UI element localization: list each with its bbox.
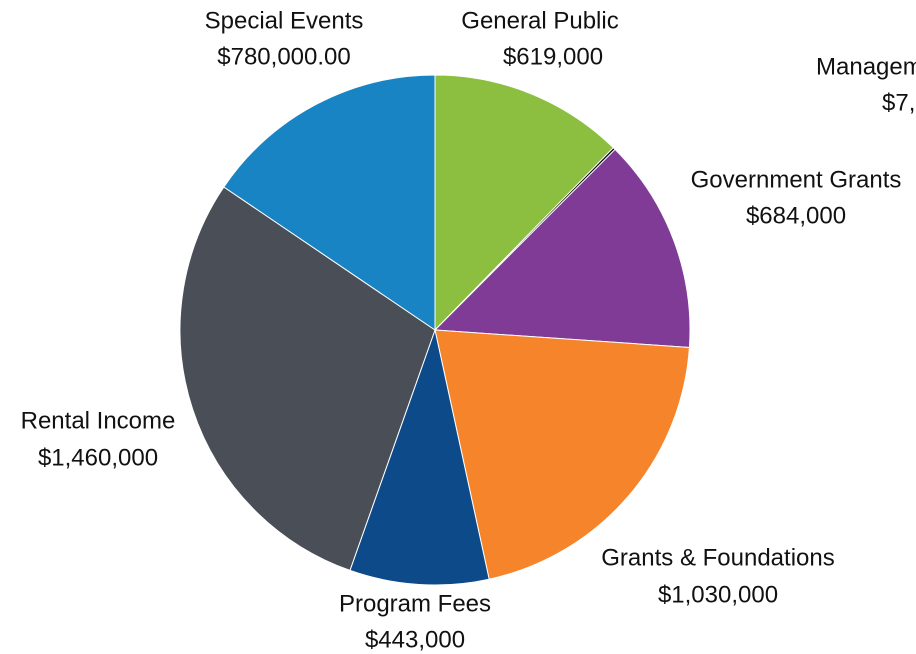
- slice-label: Rental Income: [21, 407, 176, 434]
- slice-label: Management: [816, 53, 916, 80]
- slice-value-label: $443,000: [365, 626, 465, 653]
- slice-value-label: $1,030,000: [658, 581, 778, 608]
- slice-label: Grants & Foundations: [601, 544, 834, 571]
- slice-label: Government Grants: [691, 166, 902, 193]
- slice-label: Special Events: [205, 7, 364, 34]
- slice-value-label: $1,460,000: [38, 444, 158, 471]
- pie-slice: [349, 328, 490, 586]
- pie-slice: [434, 329, 690, 580]
- slice-value-label: $684,000: [746, 202, 846, 229]
- slice-label: Program Fees: [339, 590, 491, 617]
- pie-slice: [223, 74, 436, 331]
- slice-value-label: $7,800: [882, 89, 916, 116]
- slice-value-label: $780,000.00: [217, 43, 350, 70]
- slice-label: General Public: [461, 7, 618, 34]
- pie-slice: [434, 74, 614, 332]
- slice-value-label: $619,000: [503, 43, 603, 70]
- pie-slice: [179, 186, 436, 572]
- pie-slice: [433, 148, 691, 349]
